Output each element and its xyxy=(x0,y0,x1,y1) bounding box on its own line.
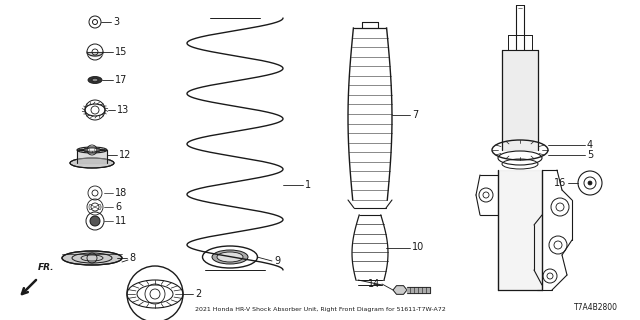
Ellipse shape xyxy=(88,76,102,84)
Text: 10: 10 xyxy=(412,243,424,252)
Text: T7A4B2800: T7A4B2800 xyxy=(574,303,618,312)
Text: 14: 14 xyxy=(368,279,380,289)
Circle shape xyxy=(588,181,592,185)
Ellipse shape xyxy=(62,251,122,265)
Text: 4: 4 xyxy=(587,140,593,150)
Text: 2021 Honda HR-V Shock Absorber Unit, Right Front Diagram for 51611-T7W-A72: 2021 Honda HR-V Shock Absorber Unit, Rig… xyxy=(195,307,445,312)
Text: 7: 7 xyxy=(412,110,419,120)
Ellipse shape xyxy=(70,158,114,168)
Ellipse shape xyxy=(212,250,248,264)
Text: 15: 15 xyxy=(115,47,127,57)
Ellipse shape xyxy=(217,252,243,262)
Ellipse shape xyxy=(92,78,98,82)
Text: 3: 3 xyxy=(113,17,119,27)
Text: 11: 11 xyxy=(115,216,127,226)
Text: 17: 17 xyxy=(115,75,127,85)
Text: 5: 5 xyxy=(587,150,593,160)
Text: 12: 12 xyxy=(119,150,131,160)
Circle shape xyxy=(90,216,100,226)
Text: 6: 6 xyxy=(115,202,121,212)
Text: 13: 13 xyxy=(117,105,129,115)
Text: 2: 2 xyxy=(195,289,201,299)
Text: 8: 8 xyxy=(129,253,135,263)
Polygon shape xyxy=(393,286,407,294)
Text: 16: 16 xyxy=(554,178,566,188)
Text: FR.: FR. xyxy=(38,263,54,272)
Text: 18: 18 xyxy=(115,188,127,198)
Text: 1: 1 xyxy=(305,180,311,190)
Text: 9: 9 xyxy=(274,256,280,266)
